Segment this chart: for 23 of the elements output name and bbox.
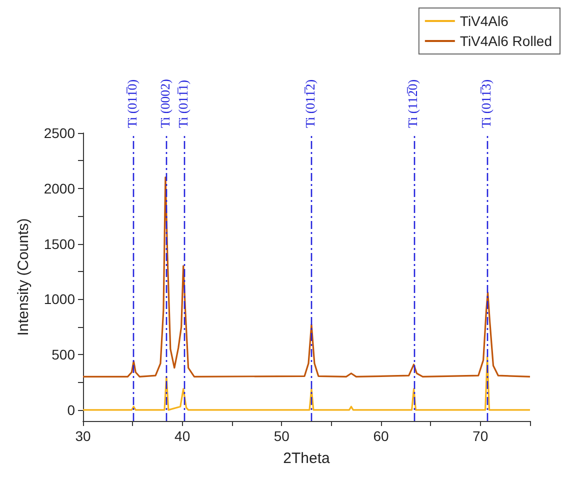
ref-line-label: Ti (011̅2)	[302, 79, 318, 128]
ref-line-label: Ti (011̅3)	[478, 79, 494, 128]
x-tick-label: 70	[472, 428, 488, 444]
legend-label: TiV4Al6	[460, 13, 509, 29]
y-tick-label: 2500	[44, 125, 76, 141]
y-tick-label: 0	[67, 402, 76, 418]
line-series	[82, 176, 531, 378]
x-tick-label: 40	[174, 428, 190, 444]
y-axis-title: Intensity (Counts)	[15, 218, 32, 336]
x-tick-label: 50	[274, 428, 290, 444]
ref-line-label: Ti (112̅0)	[404, 79, 420, 128]
x-axis-title: 2Theta	[283, 450, 331, 467]
ref-line-label: Ti (0002)	[157, 78, 172, 128]
y-tick-label: 500	[52, 346, 76, 363]
y-tick-label: 1500	[44, 236, 76, 252]
x-tick-label: 60	[373, 428, 389, 444]
legend-label: TiV4Al6 Rolled	[460, 33, 552, 49]
ref-line-label: Ti (011̅0)	[124, 79, 140, 128]
y-tick-label: 1000	[44, 291, 76, 308]
line-series	[82, 356, 531, 411]
x-tick-label: 30	[75, 428, 91, 444]
ref-line-label: Ti (011̅1)	[175, 80, 190, 128]
y-tick-label: 2000	[44, 180, 76, 196]
